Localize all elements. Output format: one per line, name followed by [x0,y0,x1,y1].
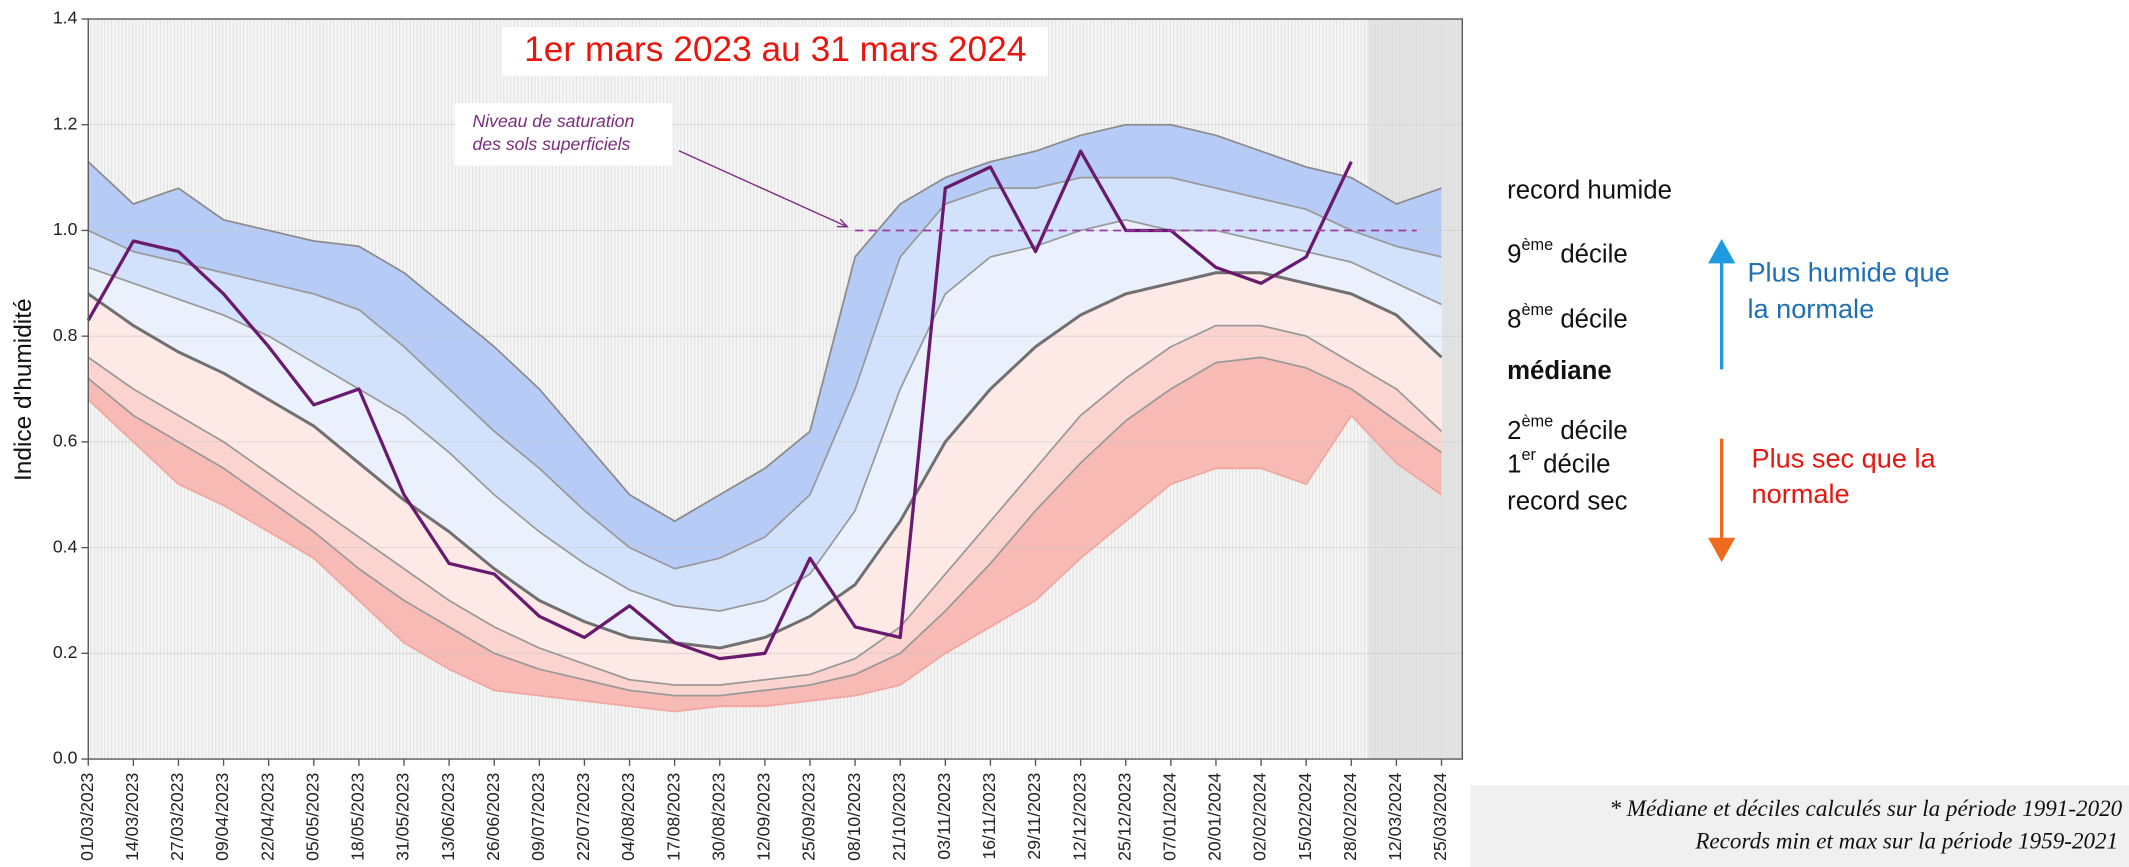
decile-line [87,271,1443,650]
legend-label-part: 2 [1507,417,1521,445]
y-tick-label: 0.4 [53,536,78,556]
x-tick-label: 04/08/2023 [618,772,638,860]
band [88,272,1442,686]
x-tick-label: 20/01/2024 [1205,772,1225,860]
legend-label: 8ème décile [1507,301,1628,333]
legend-label-part: record sec [1507,487,1627,515]
x-tick-label: 29/11/2023 [1024,772,1044,859]
chart-title: 1er mars 2023 au 31 mars 2024 [524,30,1026,69]
legend-label-part: décile [1553,417,1628,445]
x-tick-label: 12/12/2023 [1069,772,1089,860]
wet-note: Plus humide que [1747,256,1949,287]
footnote: Records min et max sur la période 1959-2… [1694,828,2118,854]
x-tick-label: 26/06/2023 [483,772,503,860]
x-tick-label: 09/04/2023 [212,772,232,860]
y-axis-label: Indice d'humidité [10,298,37,481]
legend-label-part: décile [1553,305,1628,333]
decile-line [87,176,1442,570]
x-tick-label: 18/05/2023 [348,772,368,860]
x-tick-label: 27/03/2023 [167,772,187,860]
dry-note: normale [1752,478,1850,509]
legend-label-part: ème [1521,413,1553,431]
legend-label: record humide [1507,176,1672,204]
y-tick-label: 1.4 [53,8,78,28]
footnote: * Médiane et déciles calculés sur la pér… [1609,795,2122,821]
y-tick-label: 0.6 [53,431,78,451]
x-tick-label: 09/07/2023 [528,772,548,860]
y-tick-label: 0.8 [53,325,78,345]
legend-label-part: médiane [1507,357,1612,385]
x-tick-label: 03/11/2023 [934,772,954,859]
footnote-box [1470,784,2129,867]
band [88,177,1442,612]
x-tick-label: 28/02/2024 [1340,772,1360,860]
legend-label-part: ème [1521,301,1553,319]
legend-label-part: er [1521,447,1536,465]
annotation: des sols superficiels [473,134,631,154]
wet-note: la normale [1747,293,1874,324]
x-tick-label: 31/05/2023 [393,772,413,860]
plot-frame [87,18,1464,760]
wet-arrow-head [1708,238,1736,264]
x-tick-label: 21/10/2023 [889,772,909,860]
x-tick-label: 25/12/2023 [1114,772,1134,860]
x-tick-label: 12/03/2024 [1385,772,1405,860]
y-tick-label: 0.2 [53,642,78,662]
x-tick-label: 14/03/2023 [122,772,142,860]
annotation-arrow [678,150,847,227]
legend-label: médiane [1507,357,1612,385]
x-tick-label: 25/09/2023 [799,772,819,860]
y-tick-label: 1.0 [53,219,78,239]
x-tick-label: 25/03/2024 [1430,772,1450,860]
x-tick-label: 16/11/2023 [979,772,999,859]
legend-label: 1er décile [1507,447,1610,479]
x-tick-label: 17/08/2023 [663,772,683,860]
band [88,325,1442,696]
x-tick-label: 15/02/2024 [1295,772,1315,860]
legend-label-part: 9 [1507,240,1521,268]
x-tick-label: 22/07/2023 [573,772,593,860]
x-tick-label: 08/10/2023 [844,772,864,860]
band [88,219,1442,649]
legend-label: 2ème décile [1507,413,1628,445]
x-tick-label: 30/08/2023 [708,772,728,860]
decile-line [87,398,1443,713]
legend-label-part: 8 [1507,305,1521,333]
x-tick-label: 13/06/2023 [438,772,458,860]
legend-label-part: 1 [1507,451,1521,479]
legend-label-part: ème [1521,236,1553,254]
x-tick-label: 01/03/2023 [77,772,97,860]
x-tick-label: 07/01/2024 [1160,772,1180,860]
annotation-box [454,103,673,166]
y-tick-label: 0.0 [53,748,78,768]
title-box [502,27,1049,77]
legend-label: record sec [1507,487,1627,515]
band [88,357,1442,712]
annotation: Niveau de saturation [473,111,635,131]
x-tick-label: 02/02/2024 [1250,772,1270,860]
legend-label-part: décile [1536,451,1611,479]
band [88,124,1442,569]
x-tick-label: 22/04/2023 [257,772,277,860]
decile-line [87,123,1442,523]
y-tick-label: 1.2 [53,113,78,133]
legend-label-part: décile [1553,240,1628,268]
dry-arrow-head [1708,537,1736,563]
x-tick-label: 05/05/2023 [302,772,322,860]
decile-line [87,324,1443,686]
legend-label-part: record humide [1507,176,1672,204]
dry-note: Plus sec que la [1752,442,1937,473]
legend-label: 9ème décile [1507,236,1628,268]
x-tick-label: 12/09/2023 [754,772,774,860]
decile-line [87,356,1443,697]
